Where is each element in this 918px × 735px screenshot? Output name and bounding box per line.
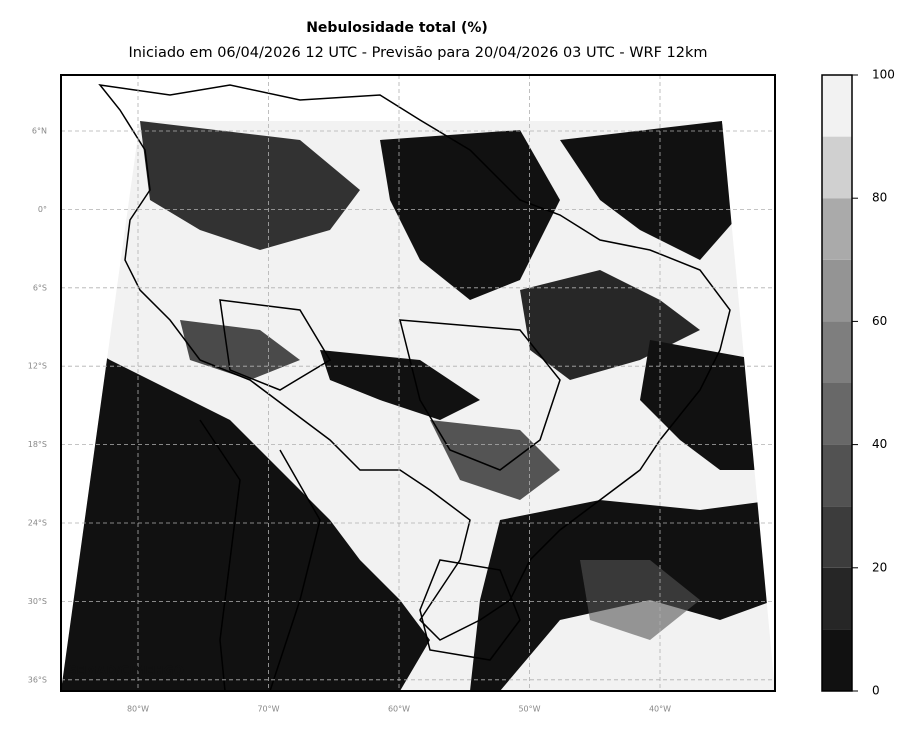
latitude-label: 12°S xyxy=(28,362,47,371)
latitude-label: 30°S xyxy=(28,597,47,606)
latitude-label: 6°N xyxy=(32,127,47,136)
latitude-label: 18°S xyxy=(28,440,47,449)
colorbar-band xyxy=(822,567,852,630)
subtitle: Iniciado em 06/04/2026 12 UTC - Previsão… xyxy=(128,45,707,61)
colorbar-tick-label: 40 xyxy=(872,437,887,451)
longitude-label: 70°W xyxy=(257,705,279,714)
latitude-label: 24°S xyxy=(28,519,47,528)
watermark: SEMAD/CIMEHGO xyxy=(68,664,184,678)
colorbar-band xyxy=(822,321,852,383)
longitude-label: 40°W xyxy=(649,705,671,714)
longitude-label: 50°W xyxy=(518,705,540,714)
map-frame xyxy=(60,74,776,692)
latitude-label: 0° xyxy=(38,205,47,214)
colorbar-band xyxy=(822,259,852,322)
colorbar-tick-label: 0 xyxy=(872,684,880,698)
colorbar-frame xyxy=(821,74,853,692)
graticule: 6°N 0° 6°S 12°S 18°S 24°S 30°S 36°S 80°W 70°W 60°W… xyxy=(28,75,775,714)
borders xyxy=(98,83,731,691)
colorbar-tick-label: 80 xyxy=(872,191,887,205)
colorbar-band xyxy=(822,444,852,507)
colorbar-band xyxy=(822,506,852,568)
cloud-field xyxy=(61,121,775,691)
colorbar: 0 20 40 60 80 100 xyxy=(821,68,895,698)
title: Nebulosidade total (%) xyxy=(306,20,488,36)
map-area xyxy=(61,83,775,691)
colorbar-band xyxy=(822,383,852,445)
colorbar-band xyxy=(822,629,852,691)
colorbar-tick-label: 20 xyxy=(872,560,887,574)
latitude-label: 6°S xyxy=(33,283,47,292)
longitude-label: 60°W xyxy=(388,705,410,714)
colorbar-tick-label: 60 xyxy=(872,314,887,328)
colorbar-band xyxy=(822,198,852,260)
longitude-label: 80°W xyxy=(127,705,149,714)
colorbar-tick-label: 100 xyxy=(872,68,895,82)
colorbar-band xyxy=(822,75,852,137)
latitude-label: 36°S xyxy=(28,675,47,684)
colorbar-band xyxy=(822,136,852,199)
